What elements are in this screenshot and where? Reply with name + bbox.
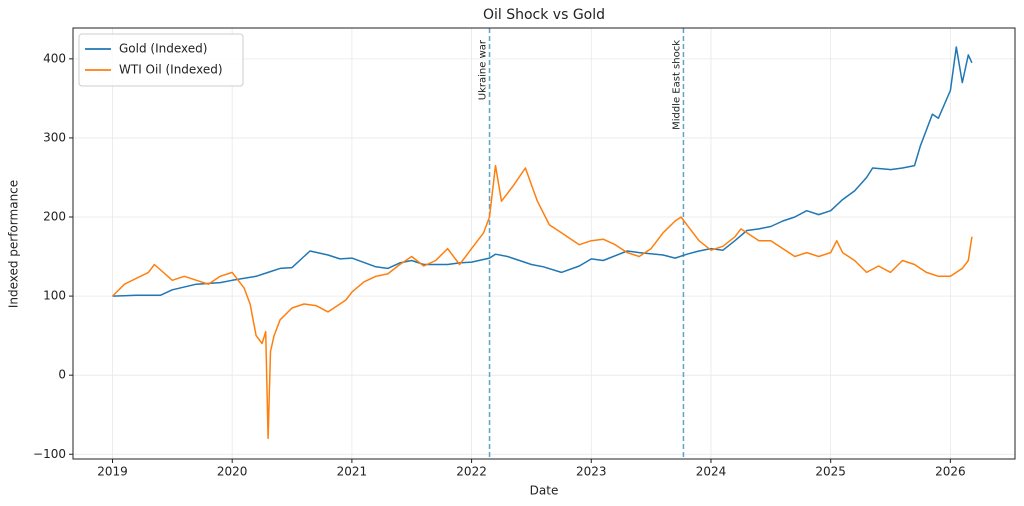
data-line [111,164,973,440]
y-tick-label: 100 [43,289,66,303]
y-tick-label: −100 [33,447,66,461]
chart-title: Oil Shock vs Gold [483,7,605,23]
y-tick-label: 300 [43,130,66,144]
legend-label: WTI Oil (Indexed) [119,63,223,77]
legend-label: Gold (Indexed) [119,42,207,56]
plot-frame [72,27,1016,460]
event-label: Middle East shock [671,40,682,130]
legend: Gold (Indexed) WTI Oil (Indexed) [78,33,244,87]
x-axis-label: Date [530,484,559,498]
x-tick-label: 2021 [337,465,368,479]
x-tick-label: 2026 [935,465,966,479]
y-tick-label: 400 [43,51,66,65]
x-tick-label: 2023 [576,465,607,479]
data-line [112,46,973,297]
event-label: Ukraine war [478,39,489,100]
x-tick-label: 2019 [97,465,128,479]
y-axis-label: Indexed performance [7,180,21,308]
x-tick-label: 2022 [456,465,487,479]
x-tick-label: 2024 [696,465,727,479]
y-tick-label: 200 [43,210,66,224]
x-tick-label: 2025 [815,465,846,479]
y-tick-label: 0 [58,368,66,382]
x-tick-label: 2020 [217,465,248,479]
legend-box [78,33,244,87]
